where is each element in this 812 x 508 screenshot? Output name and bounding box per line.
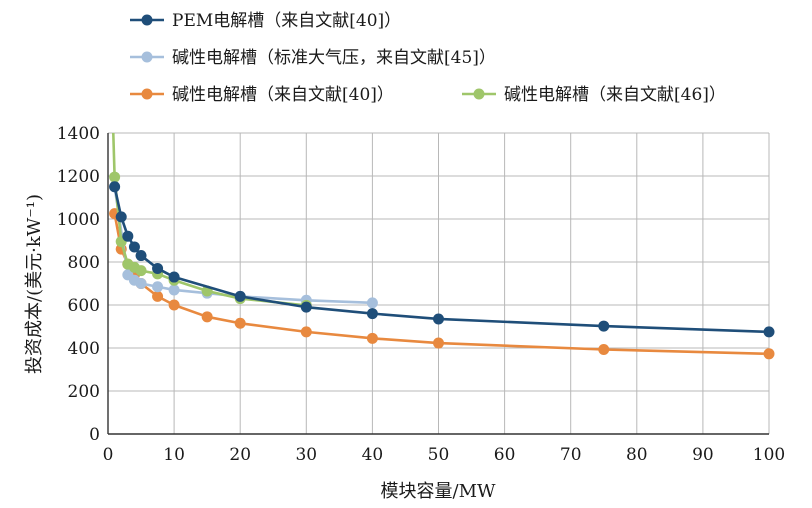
data-point <box>152 281 164 293</box>
data-point <box>433 313 444 325</box>
y-axis-title: 投资成本/(美元·kW⁻¹) <box>24 194 45 374</box>
x-tick-label: 100 <box>753 445 785 465</box>
data-point <box>763 348 775 360</box>
data-point <box>109 181 121 193</box>
data-point <box>135 250 147 262</box>
data-point <box>433 337 444 349</box>
legend-item: 碱性电解槽（来自文献[46]） <box>462 85 726 105</box>
legend-swatch-marker <box>473 88 485 100</box>
data-point <box>168 299 180 311</box>
series-1 <box>109 181 775 338</box>
data-point <box>234 317 246 329</box>
legend: PEM电解槽（来自文献[40]） 碱性电解槽（标准大气压，来自文献[45]） 碱性电… <box>130 11 726 105</box>
y-tick-label: 800 <box>68 253 100 273</box>
y-tick-label: 0 <box>89 425 100 445</box>
data-point <box>300 326 312 338</box>
grid <box>107 132 770 435</box>
x-tick-label: 0 <box>103 445 114 465</box>
legend-label: PEM电解槽（来自文献[40]） <box>172 11 401 31</box>
data-point <box>168 271 180 283</box>
data-point <box>152 290 164 302</box>
legend-label: 碱性电解槽（来自文献[46]） <box>504 85 726 105</box>
data-point <box>115 211 127 223</box>
data-point <box>201 311 213 323</box>
data-point <box>598 344 610 356</box>
data-point <box>366 308 378 320</box>
x-axis-title: 模块容量/MW <box>381 481 496 502</box>
data-point <box>763 326 775 338</box>
x-tick-label: 70 <box>560 445 582 465</box>
x-tick-label: 40 <box>362 445 384 465</box>
series-layer <box>109 132 775 360</box>
legend-swatch-marker <box>141 88 153 100</box>
legend-swatch-marker <box>141 51 153 63</box>
data-point <box>135 278 147 289</box>
x-tick-label: 50 <box>428 445 450 465</box>
y-tick-label: 200 <box>68 382 100 402</box>
data-point <box>135 265 147 277</box>
y-tick-label: 1200 <box>57 167 100 187</box>
y-tick-label: 600 <box>68 296 100 316</box>
series-line <box>113 213 770 356</box>
data-point <box>152 262 164 274</box>
x-tick-label: 90 <box>692 445 714 465</box>
legend-item: PEM电解槽（来自文献[40]） <box>130 11 401 31</box>
legend-item: 碱性电解槽（标准大气压，来自文献[45]） <box>130 48 496 68</box>
legend-label: 碱性电解槽（来自文献[40]） <box>172 85 394 105</box>
legend-item: 碱性电解槽（来自文献[40]） <box>130 85 394 105</box>
y-tick-label: 1000 <box>57 210 100 230</box>
x-tick-label: 10 <box>163 445 185 465</box>
series-3 <box>109 208 775 360</box>
data-point <box>168 284 180 296</box>
x-tick-label: 30 <box>295 445 317 465</box>
legend-swatch-marker <box>141 14 153 26</box>
series-line <box>113 186 770 334</box>
data-point <box>122 230 134 242</box>
axes: 0 10 20 30 40 50 60 70 80 90 100020040060080010001… <box>57 124 785 465</box>
y-tick-label: 1400 <box>57 124 100 144</box>
data-point <box>366 332 378 344</box>
data-point <box>234 290 246 302</box>
data-point <box>300 301 312 313</box>
data-point <box>366 297 378 309</box>
x-tick-label: 80 <box>626 445 648 465</box>
legend-label: 碱性电解槽（标准大气压，来自文献[45]） <box>172 48 496 68</box>
y-tick-label: 400 <box>68 339 100 359</box>
data-point <box>109 171 121 183</box>
x-tick-label: 20 <box>229 445 251 465</box>
x-tick-label: 60 <box>494 445 516 465</box>
data-point <box>128 241 140 253</box>
data-point <box>598 320 610 332</box>
